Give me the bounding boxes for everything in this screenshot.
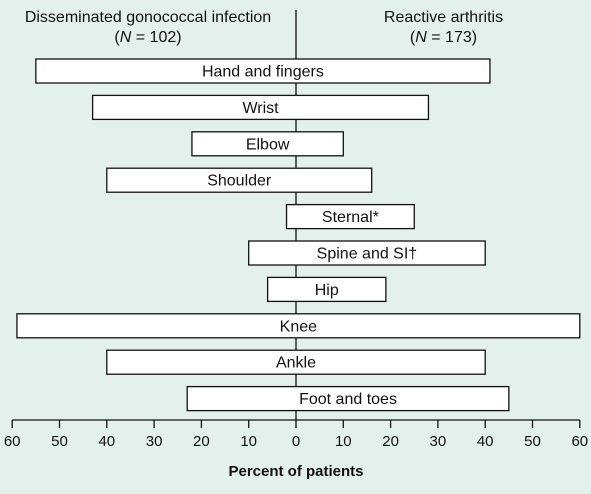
x-tick-label: 30 [430,433,447,450]
bar [106,349,486,375]
left-series-n: (N = 102) [114,29,182,46]
bar [106,167,373,193]
x-tick-label: 60 [4,433,21,450]
x-axis-label: Percent of patients [228,463,363,480]
x-tick-label: 30 [146,433,163,450]
x-tick-label: 10 [240,433,257,450]
bar-label: Elbow [246,136,290,153]
bar [35,58,491,84]
x-tick-label: 50 [524,433,541,450]
left-series-n-symbol: N [119,29,132,46]
bar [285,203,415,230]
bar [266,276,387,303]
bar [248,240,486,266]
bar-label: Sternal* [322,209,379,226]
x-tick-label: 20 [382,433,399,450]
bar-label: Foot and toes [299,391,397,408]
x-tick-label: 0 [292,433,300,450]
right-series-n-symbol: N [415,29,427,46]
x-tick-label: 60 [571,433,588,450]
bar-label: Hip [315,282,339,299]
bar-label: Spine and SI† [317,246,418,263]
left-series-name: Disseminated gonococcal infection [24,9,272,26]
bar-label: Hand and fingers [202,64,324,81]
bar-label: Knee [280,318,317,335]
left-series-n-value: = 102) [131,29,182,46]
right-series-name: Reactive arthritis [383,9,504,26]
x-tick-label: 50 [51,433,68,450]
x-tick-label: 20 [193,433,210,450]
bar [91,94,430,121]
right-series-n-value: = 173) [426,29,478,46]
right-series-header: Reactive arthritis (N = 173) [296,8,591,48]
bar [16,313,581,339]
right-series-n: (N = 173) [409,29,478,46]
bar-label: Wrist [242,100,279,117]
bar-label: Shoulder [207,173,272,190]
x-tick-label: 40 [477,433,494,450]
x-tick-label: 40 [98,433,115,450]
bar-label: Ankle [276,355,316,372]
bar [186,385,510,412]
left-series-header: Disseminated gonococcal infection (N = 1… [0,8,296,48]
bar [191,131,344,157]
x-tick-label: 10 [335,433,352,450]
